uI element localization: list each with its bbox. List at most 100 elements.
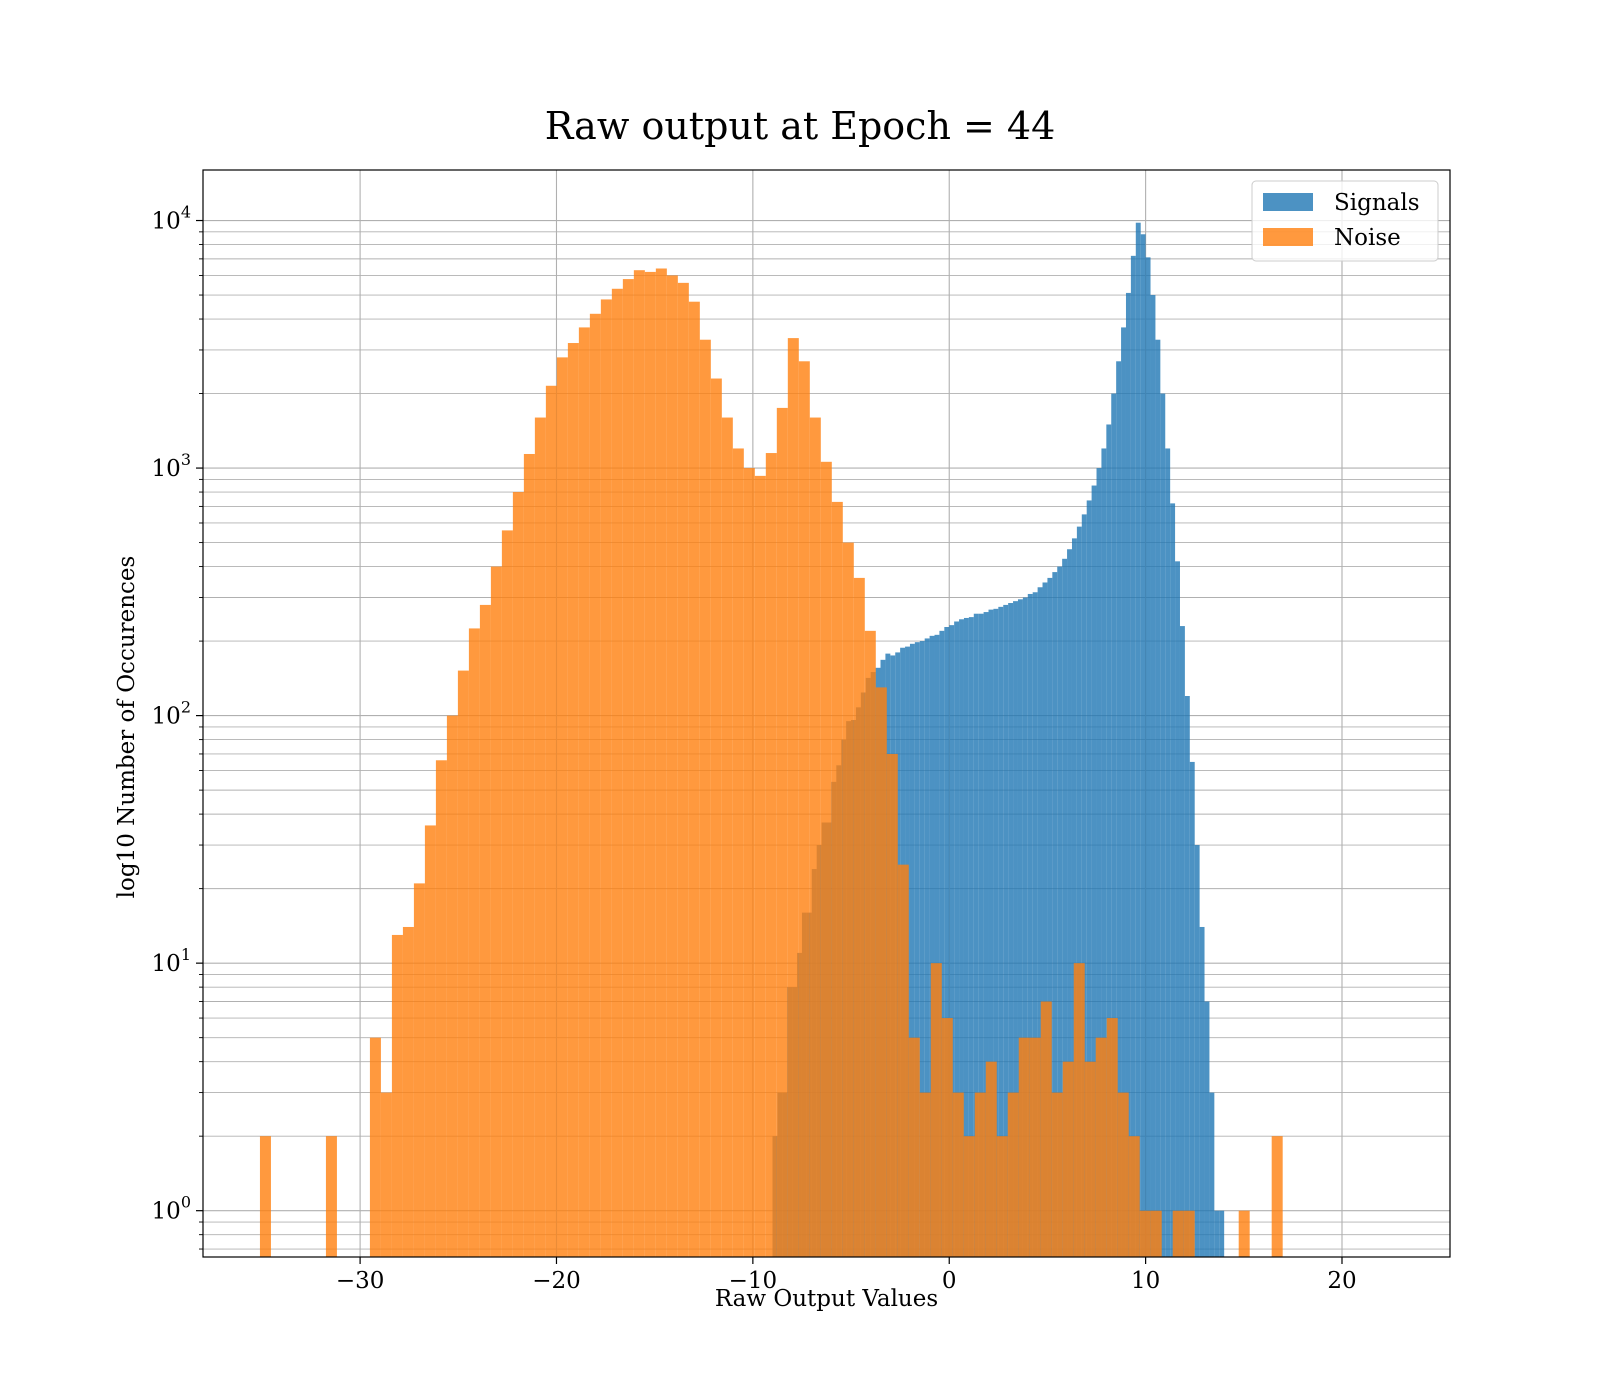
histogram-bar bbox=[743, 468, 755, 1257]
histogram-bar bbox=[886, 753, 898, 1257]
histogram-bar bbox=[1076, 526, 1082, 1257]
histogram-bar bbox=[1135, 222, 1141, 1257]
histogram-bar bbox=[798, 361, 810, 1257]
histogram-bar bbox=[1027, 593, 1033, 1257]
histogram-bar bbox=[1003, 604, 1009, 1257]
histogram-bar bbox=[1032, 592, 1038, 1257]
histogram-bar bbox=[908, 1037, 920, 1257]
histogram-bar bbox=[380, 1092, 392, 1257]
histogram-bar bbox=[944, 627, 950, 1257]
histogram-bar bbox=[875, 687, 887, 1257]
histogram-bar bbox=[1047, 577, 1053, 1257]
y-tick-label: 102 bbox=[152, 698, 191, 730]
histogram-bar bbox=[1172, 1210, 1184, 1257]
histogram-bar bbox=[677, 282, 689, 1258]
histogram-bar bbox=[556, 357, 568, 1257]
histogram-bar bbox=[968, 617, 974, 1257]
histogram-bar bbox=[1018, 1037, 1030, 1257]
histogram-bar bbox=[721, 417, 733, 1257]
histogram-bar bbox=[1052, 572, 1058, 1257]
histogram-bar bbox=[1175, 561, 1180, 1257]
histogram-bar bbox=[1042, 582, 1048, 1257]
histogram-bar bbox=[710, 378, 722, 1257]
histogram-bar bbox=[1051, 1092, 1063, 1257]
histogram-bar bbox=[1128, 1136, 1140, 1257]
histogram-bar bbox=[435, 760, 447, 1257]
histogram-bar bbox=[1029, 1037, 1041, 1257]
x-tick-label: −20 bbox=[532, 1268, 581, 1294]
histogram-bar bbox=[1219, 1210, 1225, 1257]
histogram-bar bbox=[952, 1092, 964, 1257]
histogram-bar bbox=[919, 1092, 931, 1257]
histogram-bar bbox=[1106, 1018, 1118, 1257]
histogram-bar bbox=[1238, 1210, 1250, 1257]
histogram-bar bbox=[644, 271, 656, 1257]
x-tick-label: 10 bbox=[1131, 1268, 1160, 1294]
histogram-bar bbox=[622, 279, 634, 1257]
histogram-bar bbox=[1194, 845, 1200, 1257]
x-axis-label: Raw Output Values bbox=[714, 1286, 939, 1312]
histogram-bar bbox=[820, 461, 832, 1257]
histogram-bar bbox=[930, 963, 942, 1257]
histogram-bar bbox=[914, 642, 920, 1257]
histogram-bar bbox=[1139, 1210, 1151, 1257]
histogram-bar bbox=[545, 385, 557, 1257]
histogram-bar bbox=[1067, 549, 1072, 1257]
histogram-bar bbox=[776, 407, 788, 1257]
histogram-bar bbox=[1062, 558, 1068, 1257]
histogram-bar bbox=[864, 630, 876, 1257]
histogram-bar bbox=[973, 613, 979, 1257]
axes-frame bbox=[202, 169, 1451, 1258]
histogram-bar bbox=[567, 343, 579, 1257]
histogram-bar bbox=[754, 475, 766, 1258]
histogram-bar bbox=[787, 338, 799, 1257]
histogram-bar bbox=[1145, 257, 1151, 1257]
legend-label: Signals bbox=[1334, 190, 1420, 216]
histogram-bar bbox=[1130, 255, 1136, 1258]
histogram-bar bbox=[978, 613, 984, 1257]
histogram-bar bbox=[1101, 448, 1107, 1257]
histogram-bar bbox=[1008, 603, 1014, 1257]
histogram-bar bbox=[1017, 599, 1023, 1257]
histogram-bar bbox=[1084, 1061, 1096, 1257]
histogram-bar bbox=[1095, 1037, 1107, 1257]
histogram-bar bbox=[325, 1136, 337, 1257]
histogram-bar bbox=[919, 641, 925, 1257]
legend: Signals Noise bbox=[1251, 180, 1439, 262]
histogram-bar bbox=[1116, 361, 1122, 1257]
histogram-bar bbox=[1204, 1001, 1210, 1257]
histogram-bar bbox=[1155, 339, 1161, 1257]
histogram-bar bbox=[1184, 696, 1190, 1257]
histogram-bar bbox=[1117, 1092, 1129, 1257]
histogram-bar bbox=[1013, 601, 1018, 1257]
histogram-bar bbox=[1121, 327, 1126, 1258]
histogram-bar bbox=[1179, 626, 1185, 1257]
histogram-bar bbox=[391, 934, 403, 1257]
histogram-bar bbox=[983, 612, 989, 1257]
histogram-bar bbox=[897, 864, 909, 1257]
legend-swatch bbox=[1263, 193, 1313, 211]
histogram-bar bbox=[765, 453, 777, 1257]
x-tick-label: −10 bbox=[729, 1268, 778, 1294]
y-axis-label: log10 Number of Occurences bbox=[114, 555, 140, 899]
histogram-bar bbox=[523, 453, 535, 1257]
histogram-bar bbox=[259, 1136, 271, 1257]
histogram-bar bbox=[1057, 566, 1063, 1257]
histogram-bar bbox=[1022, 597, 1028, 1257]
histogram-bar bbox=[1081, 514, 1087, 1257]
histogram-bar bbox=[1189, 761, 1195, 1257]
legend-label: Noise bbox=[1334, 225, 1401, 251]
histogram-bar bbox=[457, 670, 469, 1257]
y-tick-label: 101 bbox=[152, 945, 191, 977]
histogram-bar bbox=[939, 630, 945, 1257]
histogram-bar bbox=[600, 299, 612, 1258]
histogram-bar bbox=[1165, 448, 1171, 1257]
histogram-bar bbox=[611, 288, 623, 1257]
histogram-bar bbox=[699, 339, 711, 1257]
histogram-bar bbox=[996, 1136, 1008, 1257]
histogram-bar bbox=[633, 270, 645, 1257]
histogram-bar bbox=[941, 1018, 953, 1257]
histogram-bar bbox=[998, 606, 1004, 1257]
